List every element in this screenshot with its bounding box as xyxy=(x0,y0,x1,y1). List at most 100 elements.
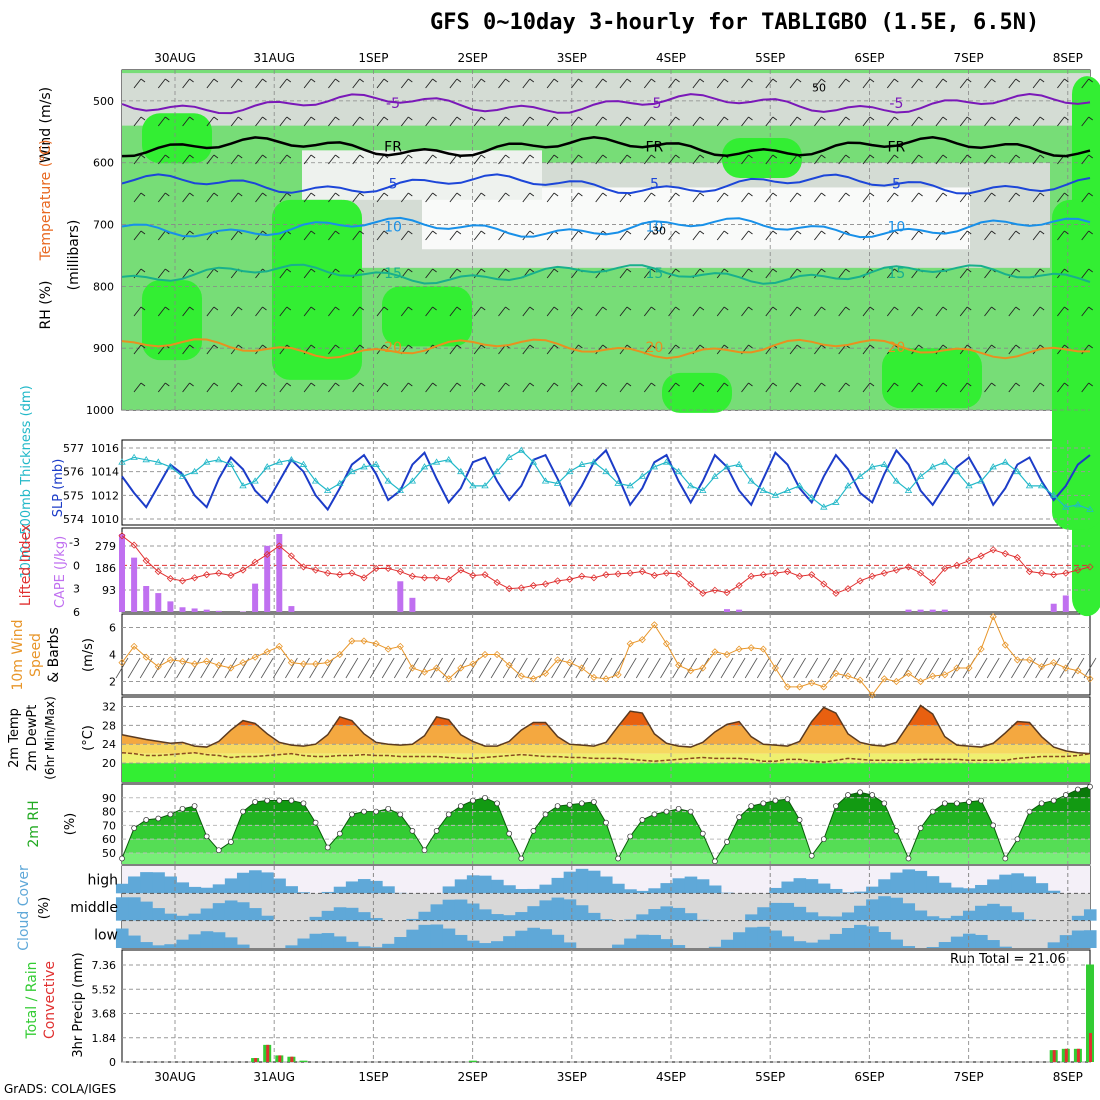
li-marker xyxy=(578,572,586,580)
rh-tick-label: 70 xyxy=(102,819,116,832)
wind-barb xyxy=(741,230,749,241)
wind-barb xyxy=(668,192,676,203)
rh-marker xyxy=(627,833,634,840)
contour-label: 10 xyxy=(384,220,402,236)
wind-barb xyxy=(546,344,555,355)
wind-barb xyxy=(133,192,142,203)
cloud-bar xyxy=(176,939,190,948)
wind-barb xyxy=(814,192,822,203)
precip-tick-label: 1.84 xyxy=(92,1032,117,1045)
wind-barb-flag xyxy=(165,306,170,311)
thickness-marker xyxy=(892,477,901,484)
wind-barb-flag xyxy=(189,154,194,159)
wind-barb xyxy=(1032,382,1041,393)
wind-barb-flag xyxy=(723,78,729,83)
wind-barb-10m xyxy=(345,657,359,679)
cloud-bar xyxy=(660,883,674,894)
rh-marker xyxy=(820,836,827,843)
wind-barb xyxy=(522,344,531,355)
thickness-marker xyxy=(263,463,271,470)
rh-marker xyxy=(143,817,150,823)
wind-barb-flag xyxy=(748,230,753,235)
cloud-bar xyxy=(672,907,686,921)
cloud-bar xyxy=(357,912,371,921)
thickness-marker xyxy=(1001,458,1010,465)
thickness-marker xyxy=(904,486,913,493)
wind-barb xyxy=(595,306,604,317)
wind-barb xyxy=(765,382,774,393)
cloud-bar xyxy=(890,897,903,921)
contour-label: FR xyxy=(646,139,664,155)
rh-band xyxy=(122,852,1090,864)
wind-barb xyxy=(255,382,263,393)
rh-marker xyxy=(941,800,948,807)
wind-barb xyxy=(692,154,701,165)
wind-barb xyxy=(862,192,871,203)
li-marker xyxy=(1062,569,1070,577)
wind-barb-flag xyxy=(651,344,656,349)
wind-barb-flag xyxy=(869,116,875,121)
rh-marker xyxy=(119,855,125,862)
wind-barb-flag xyxy=(966,306,972,311)
wind-barb xyxy=(206,382,215,393)
wind-barb-flag xyxy=(1015,116,1021,121)
wind-barb-flag xyxy=(456,306,462,311)
wind-barb-flag xyxy=(626,78,632,83)
cloud-bar xyxy=(987,879,1000,894)
rh-marker xyxy=(276,797,283,804)
wind-barb xyxy=(741,268,749,279)
cloud-bar xyxy=(491,941,504,948)
wind-barb-flag xyxy=(894,192,899,197)
wind-barb-flag xyxy=(505,192,510,197)
wind-barb-flag xyxy=(1015,344,1021,349)
wind-barb-flag xyxy=(918,78,923,83)
wind-speed-marker xyxy=(227,664,235,672)
cloud-bar xyxy=(394,937,407,948)
cloud-bar xyxy=(781,902,795,921)
thickness-marker xyxy=(735,460,743,467)
wind-barb xyxy=(789,382,798,393)
li-tick-label: -3 xyxy=(69,536,80,549)
precip-tick-label: 5.52 xyxy=(92,983,117,996)
wind-speed-marker xyxy=(771,664,779,672)
li-marker xyxy=(203,571,211,579)
wind-barb xyxy=(886,344,895,355)
wind-barb xyxy=(765,192,774,203)
wind-barb-flag xyxy=(529,306,535,311)
cloud-bar xyxy=(563,899,577,921)
wind-barb-flag xyxy=(1088,192,1093,197)
rh-moist-blob xyxy=(382,286,472,347)
wind-speed-marker xyxy=(989,613,997,621)
wind-speed-line xyxy=(121,615,1091,696)
wind-barb xyxy=(668,306,676,317)
thickness-marker xyxy=(662,458,671,465)
thickness-marker xyxy=(578,460,586,467)
cloud-bar xyxy=(612,883,625,894)
wind-barb-flag xyxy=(1039,268,1045,273)
pressure-tick-label: 600 xyxy=(93,157,114,170)
wind-barb-flag xyxy=(432,78,437,83)
wind-barb xyxy=(473,306,482,317)
wind-barb-flag xyxy=(602,78,607,83)
wind-barb-flag xyxy=(991,154,996,159)
wind-barb xyxy=(182,78,190,89)
wind-speed-marker xyxy=(372,640,380,648)
wind-speed-marker xyxy=(130,642,138,650)
ylabel-3hr-precip: 3hr Precip (mm) xyxy=(71,952,86,1057)
wind-barb xyxy=(279,306,288,317)
cloud-bar xyxy=(297,892,311,894)
li-marker xyxy=(759,571,767,579)
date-label-top: 6SEP xyxy=(854,51,884,65)
wind-barb-flag xyxy=(529,344,535,349)
wind-barb xyxy=(862,154,871,165)
cloud-bar xyxy=(188,934,202,948)
pressure-tick-label: 800 xyxy=(93,280,114,293)
wind-barb xyxy=(789,192,798,203)
wind-barb-flag xyxy=(213,154,219,159)
wind-barb xyxy=(1008,306,1017,317)
cloud-bar xyxy=(1035,883,1049,894)
wind-barb-flag xyxy=(335,192,340,197)
cloud-bar xyxy=(805,879,819,894)
wind-barb xyxy=(230,344,239,355)
wind-barb xyxy=(838,344,847,355)
